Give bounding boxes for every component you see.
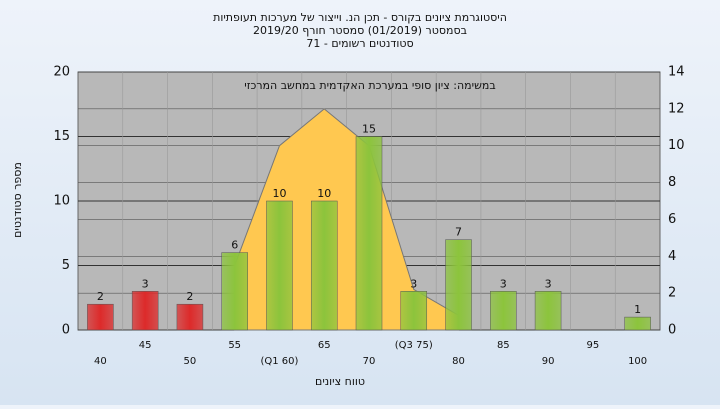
annotation: במשימה: ציון סופי במערכת האקדמית במחשב ה… (244, 79, 495, 92)
x-tick-label: 40 (94, 356, 107, 367)
bar (221, 252, 248, 331)
y2-tick-label: 12 (668, 101, 685, 116)
bar (355, 136, 383, 331)
bar (266, 200, 293, 331)
chart-subtitle: סטודנטים רשומים - 71 (306, 37, 413, 50)
y-tick-label: 20 (53, 65, 70, 80)
bar-value-label: 3 (410, 277, 417, 290)
x-tick-label: (Q1 60) (260, 356, 298, 367)
bar-value-label: 3 (500, 277, 507, 290)
bar-value-label: 15 (362, 123, 376, 136)
bar-value-label: 2 (97, 290, 104, 303)
y-tick-label: 10 (53, 194, 70, 209)
x-tick-label: 65 (318, 340, 331, 351)
y2-tick-label: 10 (668, 138, 685, 153)
bar-value-label: 3 (142, 277, 149, 290)
x-tick-label: 55 (228, 340, 241, 351)
y-tick-label: 0 (62, 323, 70, 338)
x-tick-label: 70 (363, 356, 376, 367)
chart-title: היסטוגרמת ציונים בקורס - תכן הנ. וייצור … (213, 11, 507, 24)
bar-value-label: 1 (634, 303, 641, 316)
bar-value-label: 7 (455, 226, 462, 239)
bar-value-label: 3 (545, 277, 552, 290)
bar (87, 303, 114, 331)
y2-tick-label: 4 (668, 249, 676, 264)
x-tick-label: 90 (542, 356, 555, 367)
y2-tick-label: 8 (668, 175, 676, 190)
x-axis-label: טווח ציונים (315, 375, 365, 388)
bar (624, 316, 651, 331)
x-tick-label: 45 (139, 340, 152, 351)
x-tick-label: 95 (586, 340, 599, 351)
bar-value-label: 10 (317, 187, 331, 200)
bar (400, 291, 428, 331)
x-tick-label: 85 (497, 340, 510, 351)
y2-tick-label: 6 (668, 212, 676, 227)
y2-tick-label: 2 (668, 286, 676, 301)
y-tick-label: 5 (62, 258, 70, 273)
bar (131, 291, 159, 331)
bar-value-label: 6 (231, 239, 238, 252)
x-tick-label: (Q3 75) (395, 340, 433, 351)
bar (490, 291, 517, 331)
bar (310, 200, 338, 331)
bar (445, 239, 472, 331)
y-axis-label: מספר סטודנטים (11, 162, 24, 238)
chart-subtitle: בסמסטר (01/2019) סמסטר חורף 2019/20 (253, 24, 467, 37)
bar (534, 291, 562, 331)
x-tick-label: 100 (628, 356, 647, 367)
y-tick-label: 15 (53, 129, 70, 144)
x-tick-label: 50 (184, 356, 197, 367)
x-tick-label: 80 (452, 356, 465, 367)
bar-value-label: 10 (272, 187, 286, 200)
y2-tick-label: 0 (668, 323, 676, 338)
y2-tick-label: 14 (668, 65, 685, 80)
bar (176, 303, 204, 331)
bar-value-label: 2 (186, 290, 193, 303)
